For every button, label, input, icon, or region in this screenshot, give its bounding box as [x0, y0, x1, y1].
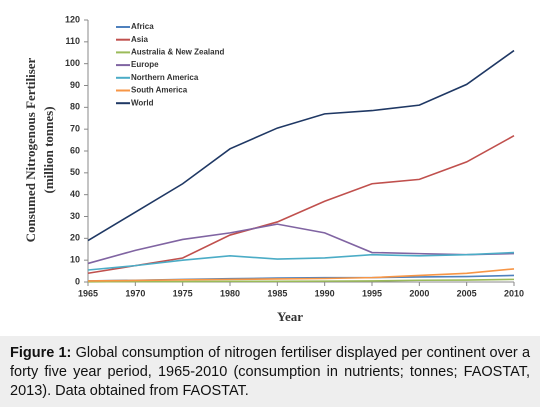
line: [87, 135, 515, 275]
x-tick-label: 2010: [504, 288, 524, 298]
line: [87, 251, 515, 271]
x-tick-label: 1980: [220, 288, 240, 298]
caption-text: Global consumption of nitrogen fertilise…: [10, 345, 531, 399]
y-tick-label: 90: [70, 80, 80, 90]
y-tick-label: 0: [75, 276, 80, 286]
y-tick-label: 60: [70, 145, 80, 155]
legend-label: Europe: [131, 60, 159, 69]
x-tick-label: 1985: [267, 288, 287, 298]
y-tick-label: 120: [65, 14, 80, 24]
legend-label: Australia & New Zealand: [131, 48, 224, 57]
y-tick-label: 70: [70, 124, 80, 134]
caption: Figure 1: Global consumption of nitrogen…: [0, 336, 540, 407]
y-tick-label: 50: [70, 167, 80, 177]
legend-label: South America: [131, 86, 188, 95]
legend-label: Asia: [131, 35, 148, 44]
y-tick-label: 20: [70, 233, 80, 243]
y-tick-label: 30: [70, 211, 80, 221]
legend-label: World: [131, 98, 154, 107]
x-tick-label: 1990: [315, 288, 335, 298]
x-tick-label: 1965: [78, 288, 98, 298]
x-tick-label: 1995: [362, 288, 382, 298]
y-tick-label: 100: [65, 58, 80, 68]
y-tick-label: 80: [70, 102, 80, 112]
line: [87, 49, 515, 242]
line: [87, 278, 515, 283]
line: [87, 223, 515, 265]
line: [87, 268, 515, 282]
x-tick-label: 2000: [409, 288, 429, 298]
chart: Year Consumed Nitrogenous Fertiliser (mi…: [23, 14, 524, 324]
legend-label: Northern America: [131, 73, 199, 82]
caption-label: Figure 1:: [10, 345, 72, 361]
legend-label: Africa: [131, 22, 154, 31]
y-tick-label: 10: [70, 255, 80, 265]
y-axis-title: Consumed Nitrogenous Fertiliser: [23, 57, 38, 242]
x-tick-label: 1975: [173, 288, 193, 298]
x-tick-label: 2005: [457, 288, 477, 298]
y-axis-title: (million tonnes): [41, 106, 56, 193]
x-tick-label: 1970: [125, 288, 145, 298]
x-axis-title: Year: [277, 309, 303, 324]
y-tick-label: 40: [70, 189, 80, 199]
y-tick-label: 110: [65, 36, 80, 46]
